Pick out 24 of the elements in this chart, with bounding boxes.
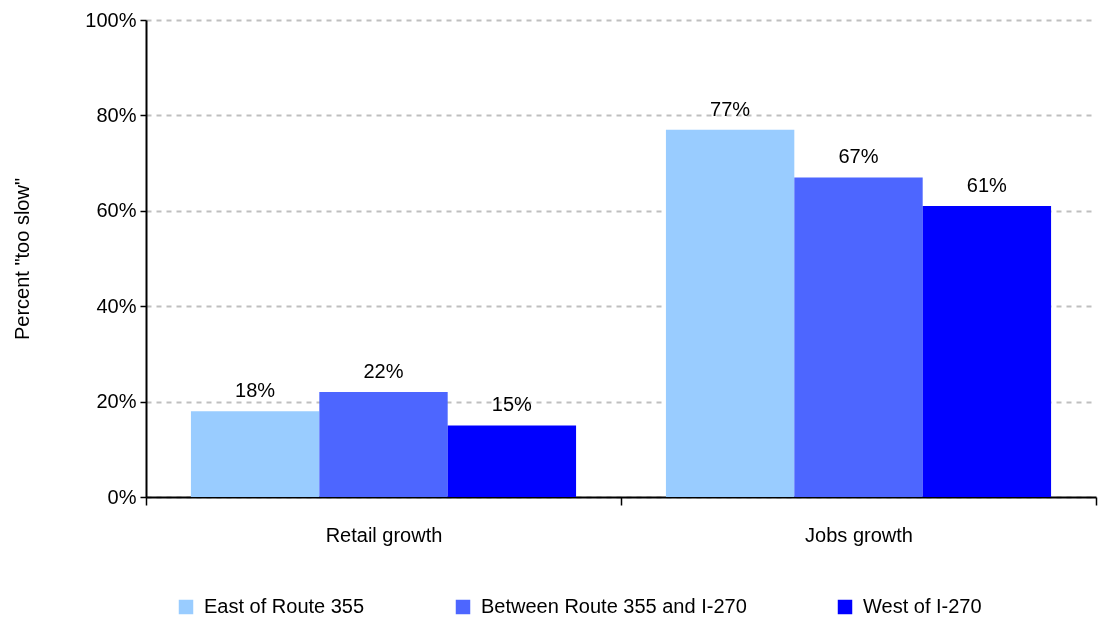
legend-label: West of I-270	[863, 595, 982, 617]
bar	[794, 177, 923, 497]
y-tick-label: 40%	[96, 294, 137, 317]
x-tick-label: Jobs growth	[805, 523, 913, 546]
data-label: 77%	[710, 97, 751, 120]
data-label: 15%	[491, 393, 533, 416]
y-axis-title: Percent "too slow"	[11, 177, 34, 341]
legend-label: East of Route 355	[204, 595, 365, 617]
bar	[922, 206, 1052, 497]
y-tick-label: 100%	[85, 8, 137, 31]
x-tick-label: Retail growth	[325, 523, 443, 546]
bar	[447, 425, 577, 497]
y-tick-label: 60%	[96, 199, 137, 222]
data-label: 18%	[235, 379, 276, 402]
data-label: 22%	[363, 360, 404, 383]
data-label: 67%	[838, 145, 879, 168]
bar	[319, 392, 448, 497]
y-tick-label: 20%	[96, 390, 137, 413]
data-label: 61%	[966, 174, 1008, 197]
bar	[665, 129, 795, 497]
legend-label: Between Route 355 and I-270	[481, 595, 747, 617]
y-tick-label: 80%	[96, 103, 137, 126]
bar	[190, 411, 320, 497]
y-tick-label: 0%	[107, 485, 137, 508]
